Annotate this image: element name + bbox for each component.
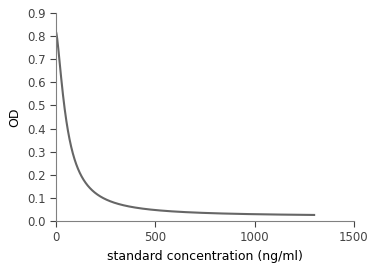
Y-axis label: OD: OD	[8, 107, 21, 127]
X-axis label: standard concentration (ng/ml): standard concentration (ng/ml)	[107, 250, 303, 263]
